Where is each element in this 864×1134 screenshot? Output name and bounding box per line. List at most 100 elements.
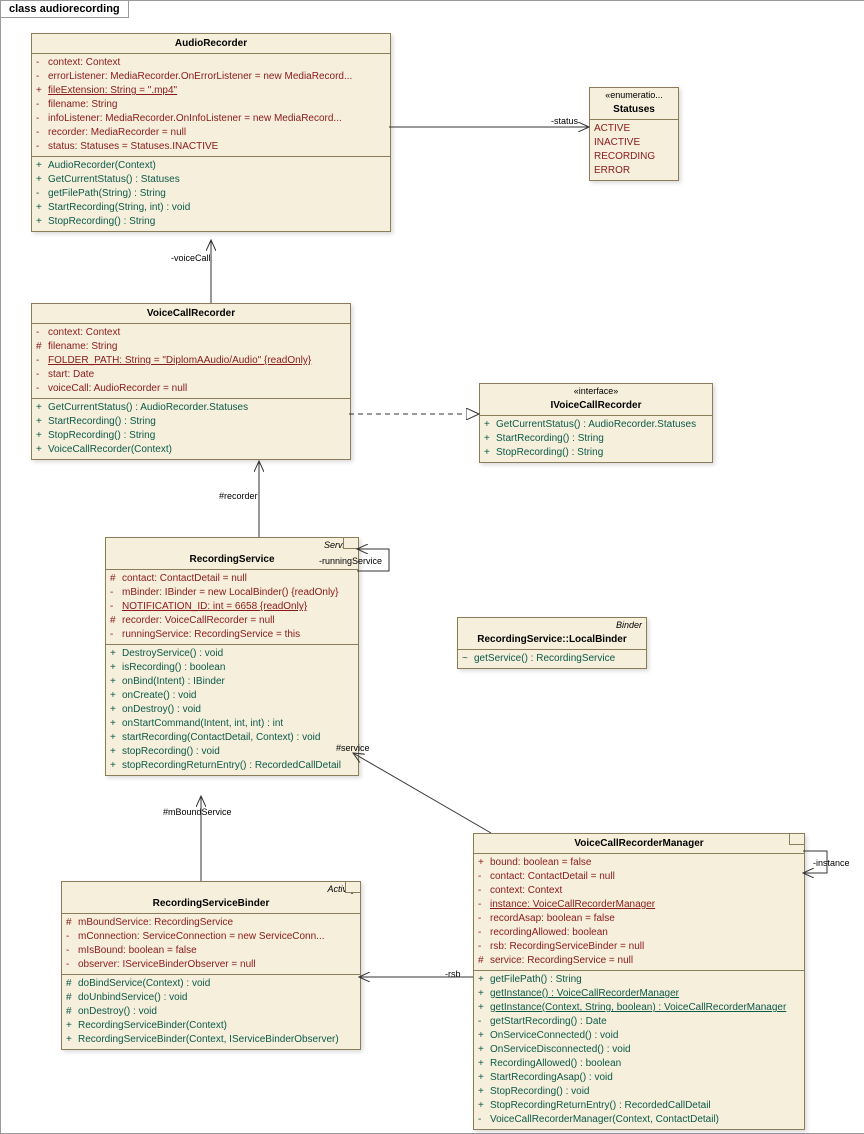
class-RecordingServiceBinder: Activity RecordingServiceBinder #mBoundS…: [61, 881, 361, 1050]
label-instance: -instance: [813, 858, 850, 868]
class-title: IVoiceCallRecorder: [480, 396, 712, 416]
method-row: +DestroyService() : void: [110, 647, 354, 661]
methods-section: #doBindService(Context) : void#doUnbindS…: [62, 975, 360, 1049]
method-row: +onStartCommand(Intent, int, int) : int: [110, 717, 354, 731]
method-row: +onDestroy() : void: [110, 703, 354, 717]
stereotype: Activity: [62, 882, 360, 894]
method-row: #doBindService(Context) : void: [66, 977, 356, 991]
attribute-row: -mBinder: IBinder = new LocalBinder() {r…: [110, 586, 354, 600]
attribute-row: -instance: VoiceCallRecorderManager: [478, 898, 800, 912]
attribute-row: -status: Statuses = Statuses.INACTIVE: [36, 140, 386, 154]
enum-value: INACTIVE: [594, 136, 674, 150]
method-row: +AudioRecorder(Context): [36, 159, 386, 173]
method-row: +GetCurrentStatus() : AudioRecorder.Stat…: [484, 418, 708, 432]
attributes-section: +bound: boolean = false-contact: Contact…: [474, 854, 804, 971]
stereotype: Service: [106, 538, 358, 550]
method-row: +isRecording() : boolean: [110, 661, 354, 675]
attribute-row: -context: Context: [478, 884, 800, 898]
enum-value: RECORDING: [594, 150, 674, 164]
class-IVoiceCallRecorder: «interface» IVoiceCallRecorder +GetCurre…: [479, 383, 713, 463]
method-row: +StartRecording() : String: [36, 415, 346, 429]
class-VoiceCallRecorderManager: VoiceCallRecorderManager +bound: boolean…: [473, 833, 805, 1130]
attributes-section: #contact: ContactDetail = null-mBinder: …: [106, 570, 358, 645]
attribute-row: #mBoundService: RecordingService: [66, 916, 356, 930]
diagram-title: class audiorecording: [1, 1, 129, 18]
method-row: +getInstance() : VoiceCallRecorderManage…: [478, 987, 800, 1001]
method-row: +RecordingAllowed() : boolean: [478, 1057, 800, 1071]
class-title: VoiceCallRecorder: [32, 304, 350, 324]
attribute-row: -start: Date: [36, 368, 346, 382]
enum-values: ACTIVE INACTIVE RECORDING ERROR: [590, 120, 678, 180]
label-rsb: -rsb: [445, 969, 461, 979]
attribute-row: -observer: IServiceBinderObserver = null: [66, 958, 356, 972]
attribute-row: -context: Context: [36, 56, 386, 70]
method-row: +onCreate() : void: [110, 689, 354, 703]
methods-section: +GetCurrentStatus() : AudioRecorder.Stat…: [32, 399, 350, 459]
stereotype: Binder: [458, 618, 646, 630]
methods-section: ~getService() : RecordingService: [458, 650, 646, 668]
corner-icon: [343, 537, 359, 549]
attribute-row: -recordAsap: boolean = false: [478, 912, 800, 926]
method-row: #doUnbindService() : void: [66, 991, 356, 1005]
method-row: +getInstance(Context, String, boolean) :…: [478, 1001, 800, 1015]
method-row: +StopRecording() : String: [36, 215, 386, 229]
attribute-row: -filename: String: [36, 98, 386, 112]
methods-section: +GetCurrentStatus() : AudioRecorder.Stat…: [480, 416, 712, 462]
class-title: VoiceCallRecorderManager: [474, 834, 804, 854]
attributes-section: #mBoundService: RecordingService-mConnec…: [62, 914, 360, 975]
attribute-row: -rsb: RecordingServiceBinder = null: [478, 940, 800, 954]
method-row: +StopRecording() : void: [478, 1085, 800, 1099]
stereotype: «enumeratio...: [590, 88, 678, 100]
label-recorder: #recorder: [219, 491, 258, 501]
class-RecordingService: Service RecordingService #contact: Conta…: [105, 537, 359, 776]
methods-section: +getFilePath() : String+getInstance() : …: [474, 971, 804, 1129]
method-row: ~getService() : RecordingService: [462, 652, 642, 666]
method-row: +GetCurrentStatus() : Statuses: [36, 173, 386, 187]
stereotype: «interface»: [480, 384, 712, 396]
class-VoiceCallRecorder: VoiceCallRecorder -context: Context#file…: [31, 303, 351, 460]
method-row: +GetCurrentStatus() : AudioRecorder.Stat…: [36, 401, 346, 415]
attribute-row: -mConnection: ServiceConnection = new Se…: [66, 930, 356, 944]
method-row: +StartRecordingAsap() : void: [478, 1071, 800, 1085]
attribute-row: -runningService: RecordingService = this: [110, 628, 354, 642]
method-row: +RecordingServiceBinder(Context, IServic…: [66, 1033, 356, 1047]
method-row: +StartRecording(String, int) : void: [36, 201, 386, 215]
attribute-row: -NOTIFICATION_ID: int = 6658 {readOnly}: [110, 600, 354, 614]
class-Statuses: «enumeratio... Statuses ACTIVE INACTIVE …: [589, 87, 679, 181]
attribute-row: #service: RecordingService = null: [478, 954, 800, 968]
label-status: -status: [551, 116, 578, 126]
attributes-section: -context: Context-errorListener: MediaRe…: [32, 54, 390, 157]
attributes-section: -context: Context#filename: String-FOLDE…: [32, 324, 350, 399]
attribute-row: +bound: boolean = false: [478, 856, 800, 870]
method-row: +StopRecording() : String: [36, 429, 346, 443]
corner-icon: [345, 881, 361, 893]
attribute-row: -infoListener: MediaRecorder.OnInfoListe…: [36, 112, 386, 126]
method-row: +StopRecording() : String: [484, 446, 708, 460]
method-row: +stopRecordingReturnEntry() : RecordedCa…: [110, 759, 354, 773]
method-row: +OnServiceConnected() : void: [478, 1029, 800, 1043]
method-row: +VoiceCallRecorder(Context): [36, 443, 346, 457]
method-row: +startRecording(ContactDetail, Context) …: [110, 731, 354, 745]
method-row: +StopRecordingReturnEntry() : RecordedCa…: [478, 1099, 800, 1113]
attribute-row: +fileExtension: String = ".mp4": [36, 84, 386, 98]
attribute-row: -errorListener: MediaRecorder.OnErrorLis…: [36, 70, 386, 84]
method-row: +stopRecording() : void: [110, 745, 354, 759]
method-row: -VoiceCallRecorderManager(Context, Conta…: [478, 1113, 800, 1127]
label-service: #service: [336, 743, 370, 753]
method-row: -getFilePath(String) : String: [36, 187, 386, 201]
method-row: +StartRecording() : String: [484, 432, 708, 446]
class-LocalBinder: Binder RecordingService::LocalBinder ~ge…: [457, 617, 647, 669]
label-voiceCall: -voiceCall: [171, 253, 211, 263]
class-title: RecordingServiceBinder: [62, 894, 360, 914]
attribute-row: -recordingAllowed: boolean: [478, 926, 800, 940]
attribute-row: -context: Context: [36, 326, 346, 340]
diagram-container: class audiorecording AudioRecorder -cont…: [0, 0, 864, 1134]
method-row: -getStartRecording() : Date: [478, 1015, 800, 1029]
methods-section: +DestroyService() : void+isRecording() :…: [106, 645, 358, 775]
class-title: AudioRecorder: [32, 34, 390, 54]
method-row: +getFilePath() : String: [478, 973, 800, 987]
attribute-row: -recorder: MediaRecorder = null: [36, 126, 386, 140]
attribute-row: #contact: ContactDetail = null: [110, 572, 354, 586]
attribute-row: -FOLDER_PATH: String = "DiplomAAudio/Aud…: [36, 354, 346, 368]
class-AudioRecorder: AudioRecorder -context: Context-errorLis…: [31, 33, 391, 232]
